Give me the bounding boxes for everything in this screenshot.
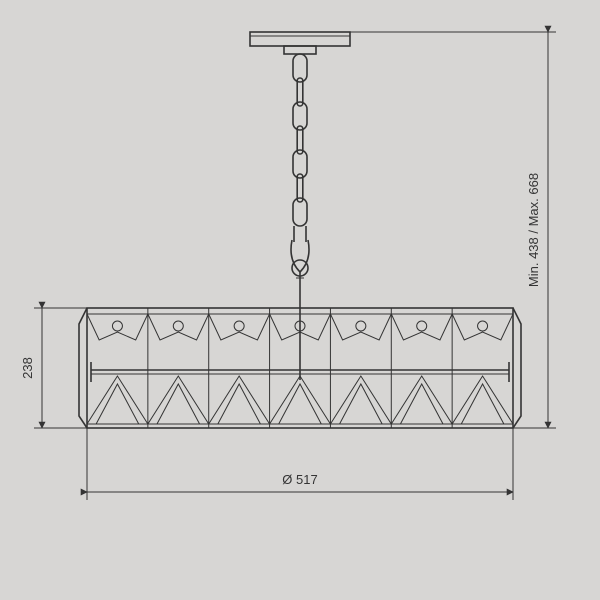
pendant-dimension-diagram: 238 Ø 517 Min. 438 / Max. 668 [0,0,600,600]
dim-height-label: 238 [20,357,35,379]
dim-overall-label: Min. 438 / Max. 668 [526,173,541,287]
dim-diameter-label: Ø 517 [282,472,317,487]
